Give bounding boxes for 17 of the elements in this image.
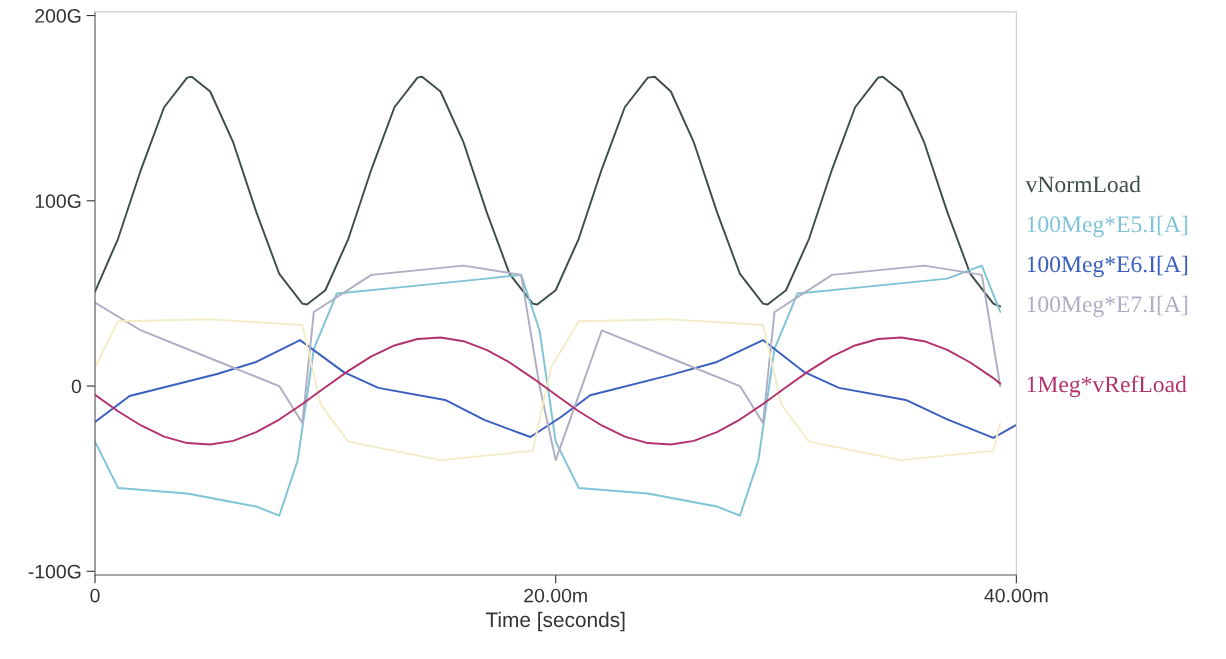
x-tick-label: 0 xyxy=(90,588,100,603)
x-tick-label: 40.00m xyxy=(984,588,1048,603)
x-tick-label: 20.00m xyxy=(524,588,587,603)
x-axis-title: Time [seconds] xyxy=(485,611,625,632)
y-tick-label: -100G xyxy=(28,564,81,579)
line-series xyxy=(95,318,1002,462)
series-label: 100Meg*E7.I[A] xyxy=(1027,295,1188,318)
line-series xyxy=(95,75,1002,308)
text: vNormLoad xyxy=(1025,175,1141,193)
line-series xyxy=(95,264,1002,462)
text: 100Meg*E5.I[A] xyxy=(1027,215,1188,238)
series-label: 1Meg*vRefLoad xyxy=(1027,375,1187,398)
text: 100Meg*E6.I[A] xyxy=(1027,255,1188,278)
y-tick-label: 0 xyxy=(71,379,82,394)
y-tick-label: 100G xyxy=(35,194,81,209)
y-tick-label: 200G xyxy=(35,9,81,23)
line-series xyxy=(95,264,1002,517)
